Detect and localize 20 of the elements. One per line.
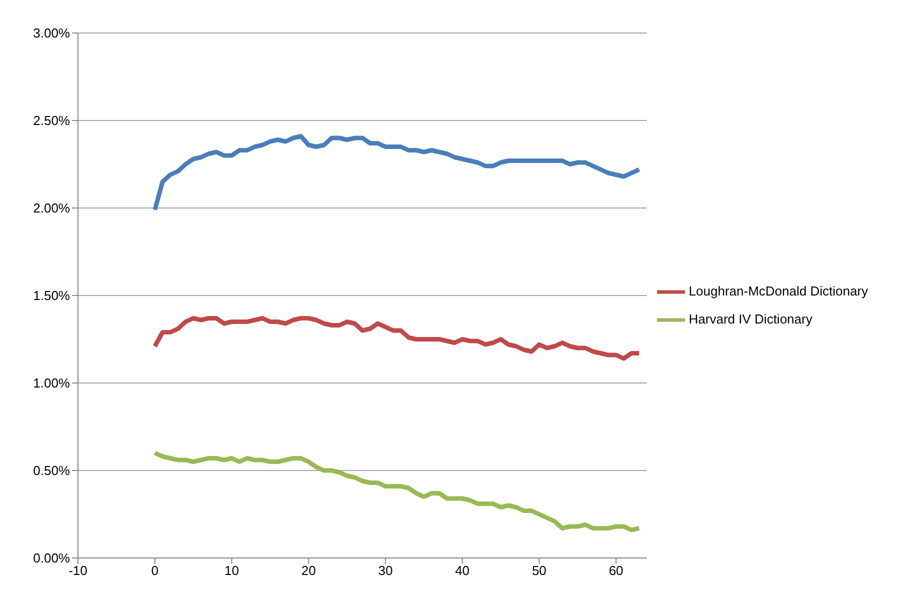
y-tick-label: 2.00% [33, 200, 70, 216]
x-tick-label: 20 [301, 563, 316, 578]
y-tick-label: 0.00% [33, 550, 70, 566]
x-tick-label: -10 [68, 563, 88, 578]
y-tick-label: 2.50% [33, 113, 70, 128]
line-series [152, 134, 642, 212]
y-tick-label: 1.50% [33, 288, 70, 304]
y-tick-label: 3.00% [33, 26, 70, 41]
x-tick-label: 50 [532, 563, 546, 578]
line-series [152, 450, 642, 532]
legend-label: Harvard IV Dictionary [688, 310, 812, 326]
x-tick-label: 40 [455, 563, 470, 578]
legend-label: Loughran-McDonald Dictionary [688, 282, 868, 298]
x-tick-label: 60 [608, 563, 624, 578]
x-tick-label: 10 [224, 563, 239, 578]
y-tick-label: 0.50% [33, 463, 70, 478]
line-series [152, 316, 642, 361]
x-tick-label: 0 [151, 563, 158, 578]
y-tick-label: 1.00% [33, 376, 70, 391]
x-tick-label: 30 [378, 563, 393, 578]
